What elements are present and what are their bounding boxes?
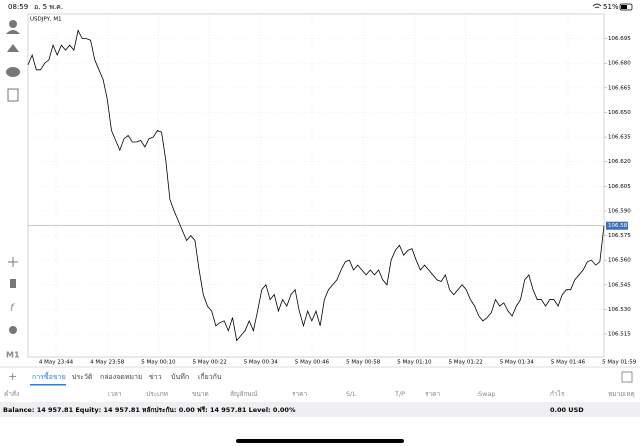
y-tick-label: 106.545	[608, 282, 631, 288]
y-tick-label: 106.650	[608, 110, 631, 116]
candle-icon[interactable]	[10, 279, 16, 288]
y-tick-label: 106.665	[608, 85, 631, 91]
x-tick-label: 5 May 01:46	[551, 360, 586, 366]
symbol: USDJPY, M1	[30, 17, 62, 23]
x-tick-label: 5 May 00:22	[192, 360, 226, 366]
column-label: ราคา	[292, 390, 307, 398]
x-tick-label: 4 May 23:58	[90, 360, 125, 366]
battery-text: 51%	[603, 3, 619, 11]
add-button[interactable]: +	[8, 370, 17, 383]
column-label: สัญลักษณ์	[230, 390, 258, 398]
tab[interactable]: บันทึก	[171, 372, 189, 381]
y-tick-label: 106.575	[608, 233, 631, 239]
y-tick-label: 106.590	[608, 208, 631, 214]
new-order-icon[interactable]	[7, 88, 19, 102]
tab[interactable]: ประวัติ	[72, 373, 93, 381]
battery-icon	[619, 3, 633, 11]
y-tick-label: 106.635	[608, 135, 631, 141]
crosshair-icon[interactable]	[8, 257, 18, 267]
x-tick-label: 5 May 00:46	[295, 360, 330, 366]
home-indicator	[236, 439, 404, 443]
clock: 08:59	[8, 3, 28, 11]
x-tick-label: 5 May 01:34	[500, 360, 535, 366]
account-icon-body	[6, 30, 20, 34]
y-tick-label: 106.515	[608, 332, 631, 338]
side-toolbar: f M1	[6, 20, 20, 360]
y-tick-label: 106.605	[608, 184, 631, 190]
layout-icon[interactable]	[621, 371, 633, 383]
chat-icon[interactable]	[6, 67, 20, 77]
account-icon[interactable]	[9, 20, 17, 28]
wifi-icon	[592, 3, 602, 9]
x-tick-label: 4 May 23:44	[39, 360, 74, 366]
tab[interactable]: ข่าว	[149, 373, 162, 381]
column-label: ประเภท	[146, 390, 168, 398]
tab[interactable]: กล่องจดหมาย	[100, 373, 142, 381]
current-price-box	[606, 221, 628, 230]
timeframe[interactable]: M1	[6, 351, 20, 360]
column-label: ขนาด	[192, 390, 209, 398]
balance-text: Balance: 14 957.81 Equity: 14 957.81 หลั…	[3, 406, 296, 414]
objects-icon[interactable]	[9, 326, 17, 334]
tab-underline	[30, 384, 66, 386]
plot: 106.695 106.680 106.665 106.650 106.635 106.6…	[27, 14, 637, 366]
balance-row	[0, 402, 640, 417]
column-label: ราคา	[425, 390, 440, 398]
battery-level	[621, 5, 627, 9]
y-tick-label: 106.560	[608, 258, 631, 264]
tab[interactable]: การซื้อขาย	[32, 370, 66, 381]
price-line	[27, 29, 605, 342]
x-tick-label: 5 May 00:58	[346, 360, 381, 366]
x-tick-label: 5 May 01:10	[397, 360, 432, 366]
x-tick-label: 5 May 00:10	[141, 360, 176, 366]
column-label: หมายเหตุ	[608, 390, 635, 398]
balance-total: 0.00 USD	[550, 406, 584, 414]
tab[interactable]: เกี่ยวกับ	[198, 372, 221, 381]
current-price-label: 106.581	[608, 223, 631, 229]
chart-frame	[27, 13, 605, 358]
column-header: คำสั่ง เวลา ประเภท ขนาด สัญลักษณ์ ราคา S/L T/P ร…	[4, 389, 635, 398]
y-tick-label: 106.530	[608, 307, 631, 313]
x-tick-label: 5 May 00:34	[244, 360, 279, 366]
column-label: กำไร	[550, 390, 565, 398]
column-label: S/L	[346, 390, 356, 398]
date: อ. 5 พ.ค.	[34, 3, 63, 11]
column-label: คำสั่ง	[4, 389, 19, 398]
y-tick-label: 106.695	[608, 36, 631, 42]
x-tick-label: 5 May 01:22	[448, 360, 482, 366]
column-label: เวลา	[108, 390, 122, 398]
column-label: T/P	[394, 390, 405, 398]
column-label: Swap	[478, 390, 496, 398]
indicator-icon[interactable]: f	[10, 303, 15, 314]
trade-icon[interactable]	[7, 44, 19, 52]
y-tick-label: 106.620	[608, 159, 631, 165]
tabs: การซื้อขาย ประวัติ กล่องจดหมาย ข่าว บันทึก เก…	[30, 370, 221, 386]
x-tick-label: 5 May 01:59	[602, 360, 637, 366]
y-tick-label: 106.680	[608, 61, 631, 67]
